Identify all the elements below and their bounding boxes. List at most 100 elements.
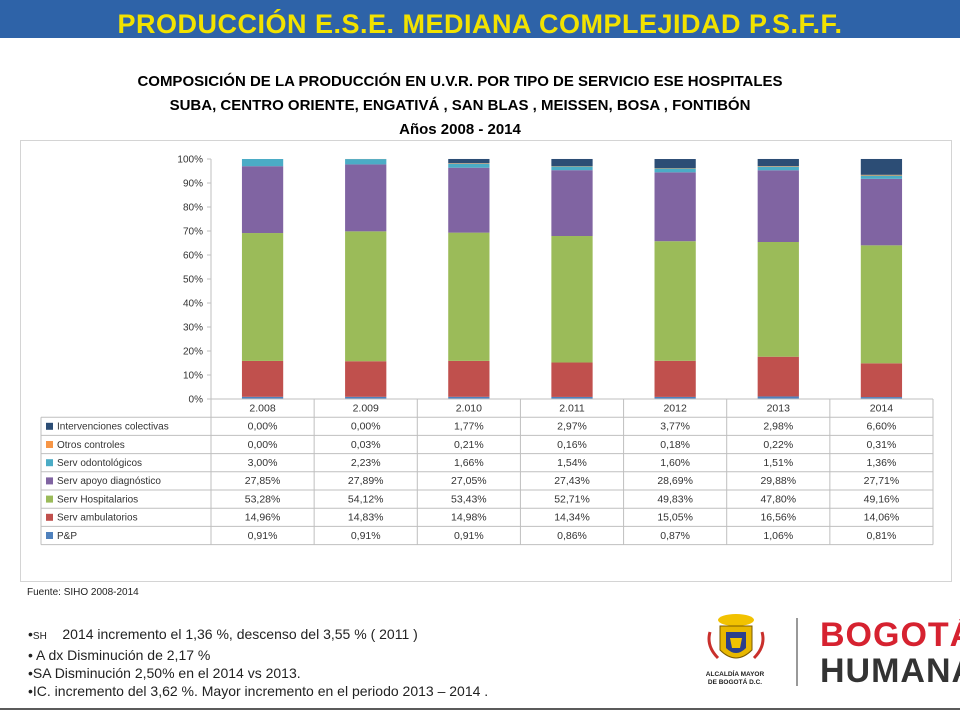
table-value: 2,97% <box>557 421 587 433</box>
bar-segment <box>345 361 387 397</box>
table-value: 0,87% <box>660 530 690 542</box>
table-value: 49,83% <box>657 493 693 505</box>
legend-series-name: Serv apoyo diagnóstico <box>57 476 161 487</box>
bar-segment <box>241 360 284 397</box>
table-value: 0,91% <box>454 530 484 542</box>
table-value: 0,21% <box>454 439 484 451</box>
table-value: 53,43% <box>451 493 487 505</box>
table-value: 0,00% <box>248 439 278 451</box>
note-text: SA Disminución 2,50% en el 2014 vs 2013. <box>32 665 301 681</box>
notes-list: •SH 2014 incremento el 1,36 %, descenso … <box>28 625 488 700</box>
legend-swatch <box>46 495 53 503</box>
bar-segment <box>448 167 490 233</box>
bar-segment <box>654 396 696 399</box>
legend-series-name: Otros controles <box>57 440 125 451</box>
bar-segment <box>551 362 593 397</box>
chart-area: 0% 10% 20% 30% 40% 50% 60% 70% 80% 90% 100% 2.008 2.… <box>20 140 952 582</box>
table-value: 0,31% <box>867 439 897 451</box>
bar-segment <box>241 166 284 234</box>
table-value: 52,71% <box>554 493 590 505</box>
bar-segment <box>345 159 387 165</box>
bar-segment <box>757 396 799 399</box>
table-value: 0,00% <box>248 421 278 433</box>
table-value: 53,28% <box>245 493 281 505</box>
y-tick-label: 10% <box>183 371 203 382</box>
y-tick-label: 0% <box>189 395 204 406</box>
bar-segment <box>448 163 490 164</box>
table-value: 0,03% <box>351 439 381 451</box>
bar-segment <box>345 231 387 362</box>
bar-segment <box>757 356 799 397</box>
legend-series-name: Intervenciones colectivas <box>57 422 169 433</box>
x-category-label: 2.010 <box>456 403 482 415</box>
table-value: 0,00% <box>351 421 381 433</box>
bar-segment <box>860 397 903 399</box>
bar-segment <box>241 396 284 399</box>
bar-segment <box>345 396 387 399</box>
table-value: 14,83% <box>348 512 384 524</box>
table-value: 27,89% <box>348 475 384 487</box>
logo-divider <box>796 618 798 686</box>
table-value: 1,77% <box>454 421 484 433</box>
table-value: 0,18% <box>660 439 690 451</box>
source-note: Fuente: SIHO 2008-2014 <box>27 587 139 598</box>
table-value: 14,96% <box>245 512 281 524</box>
legend-swatch <box>46 422 53 430</box>
bar-segment <box>860 174 903 176</box>
bar-segment <box>551 170 593 237</box>
chart-title: COMPOSICIÓN DE LA PRODUCCIÓN EN U.V.R. P… <box>0 70 920 142</box>
table-value: 1,54% <box>557 457 587 469</box>
bar-segment <box>860 363 903 398</box>
table-value: 14,98% <box>451 512 487 524</box>
note-item: •SA Disminución 2,50% en el 2014 vs 2013… <box>28 665 301 681</box>
bar-segment <box>654 159 696 169</box>
table-value: 27,43% <box>554 475 590 487</box>
brand-bogota-text: BOGOTÁ <box>820 616 960 654</box>
y-tick-label: 30% <box>183 323 203 334</box>
x-category-label: 2013 <box>767 403 791 415</box>
note-text: 2014 incremento el 1,36 %, descenso del … <box>62 626 418 642</box>
y-tick-label: 80% <box>183 203 203 214</box>
bar-segment <box>860 175 903 179</box>
bar-segment <box>345 164 387 232</box>
table-value: 27,71% <box>864 475 900 487</box>
table-value: 29,88% <box>760 475 796 487</box>
table-value: 14,34% <box>554 512 590 524</box>
bar-segment <box>757 166 799 171</box>
note-item: •IC. incremento del 3,62 %. Mayor increm… <box>28 683 489 699</box>
bar-segment <box>860 178 903 246</box>
bar-segment <box>448 396 490 399</box>
table-value: 3,00% <box>248 457 278 469</box>
bar-segment <box>241 159 284 167</box>
table-value: 54,12% <box>348 493 384 505</box>
y-tick-label: 90% <box>183 179 203 190</box>
table-value: 14,06% <box>864 512 900 524</box>
table-value: 1,36% <box>867 457 897 469</box>
bar-segment <box>448 163 490 168</box>
legend-swatch <box>46 441 53 448</box>
table-value: 15,05% <box>657 512 693 524</box>
x-category-label: 2012 <box>663 403 687 415</box>
bar-segment <box>860 158 903 175</box>
x-category-label: 2.011 <box>559 403 585 415</box>
y-tick-label: 70% <box>183 227 203 238</box>
x-category-label: 2.008 <box>249 403 275 415</box>
bar-segment <box>448 232 490 361</box>
legend-swatch <box>46 459 53 467</box>
table-value: 0,91% <box>351 530 381 542</box>
bar-segment <box>757 241 799 357</box>
bar-segment <box>654 168 696 173</box>
chart-title-line-1: COMPOSICIÓN DE LA PRODUCCIÓN EN U.V.R. P… <box>137 73 783 90</box>
bar-segment <box>654 172 696 242</box>
legend-series-name: Serv odontológicos <box>57 458 142 469</box>
slide-title: PRODUCCIÓN E.S.E. MEDIANA COMPLEJIDAD P.… <box>117 9 843 39</box>
legend-swatch <box>46 477 53 485</box>
bar-segment <box>551 236 593 363</box>
bogota-coat-of-arms-icon <box>707 614 765 660</box>
chart-title-line-3: Años 2008 - 2014 <box>399 121 521 138</box>
bar-segment <box>654 241 696 361</box>
bar-segment <box>448 158 490 164</box>
table-value: 1,51% <box>763 457 793 469</box>
legend-series-name: P&P <box>57 531 77 542</box>
bar-segment <box>757 170 799 242</box>
